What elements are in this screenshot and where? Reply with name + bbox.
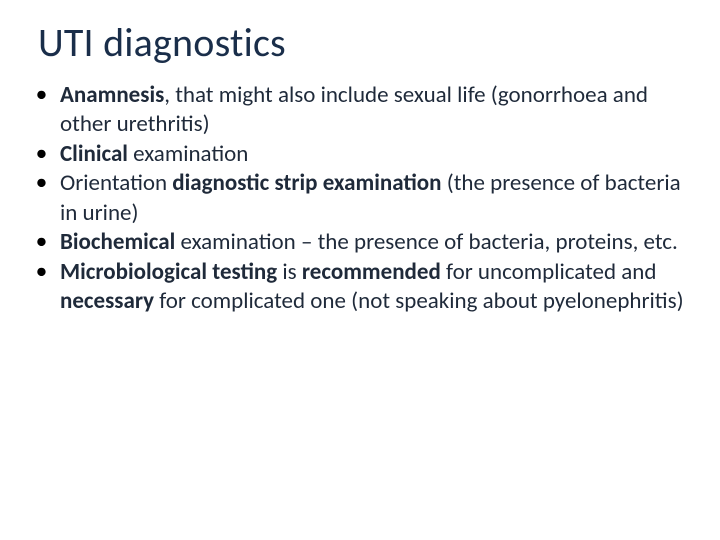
text-segment: examination <box>133 140 248 168</box>
text-segment: for uncomplicated and <box>446 258 656 286</box>
text-segment: is <box>282 258 301 286</box>
bullet-item: Biochemical examination – the presence o… <box>36 228 692 257</box>
text-segment: for complicated one (not speaking about … <box>159 287 683 315</box>
text-segment: Anamnesis <box>60 81 164 109</box>
bullet-item: Anamnesis, that might also include sexua… <box>36 81 692 140</box>
text-segment: Biochemical <box>60 228 181 256</box>
text-segment: examination – the presence of bacteria, … <box>181 228 678 256</box>
bullet-item: Microbiological testing is recommended f… <box>36 258 692 317</box>
slide: UTI diagnostics Anamnesis, that might al… <box>0 0 720 540</box>
slide-title: UTI diagnostics <box>38 18 700 67</box>
text-segment: diagnostic strip examination <box>172 169 441 197</box>
bullet-list: Anamnesis, that might also include sexua… <box>36 81 700 317</box>
text-segment: Microbiological testing <box>60 258 282 286</box>
text-segment: recommended <box>302 258 446 286</box>
bullet-item: Clinical examination <box>36 140 692 169</box>
text-segment: Orientation <box>60 169 172 197</box>
text-segment: Clinical <box>60 140 133 168</box>
text-segment: necessary <box>60 287 159 315</box>
bullet-item: Orientation diagnostic strip examination… <box>36 169 692 228</box>
